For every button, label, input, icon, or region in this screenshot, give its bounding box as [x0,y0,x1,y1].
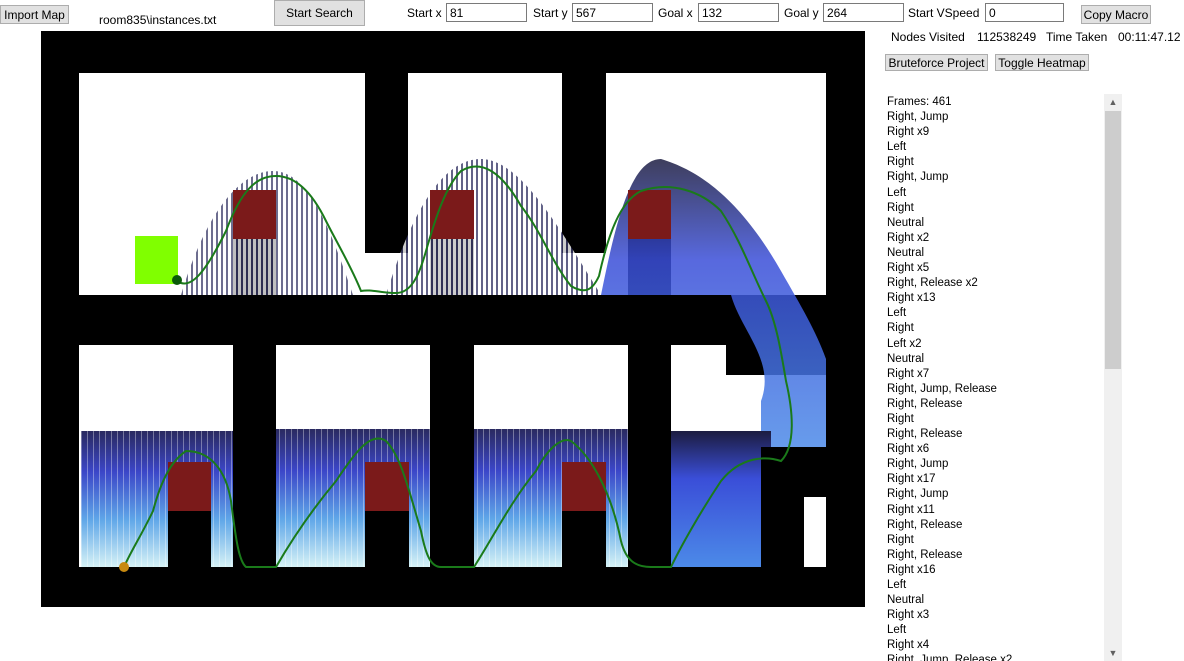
macro-line: Right [887,156,914,169]
macro-line: Right, Jump [887,111,949,124]
scroll-up-icon[interactable]: ▲ [1108,97,1118,107]
macro-line: Right, Jump [887,488,949,501]
copy-macro-button[interactable]: Copy Macro [1081,5,1151,24]
toggle-heatmap-button[interactable]: Toggle Heatmap [995,54,1089,71]
macro-line: Right x5 [887,262,930,275]
macro-line: Right, Release [887,428,963,441]
macro-line: Right x16 [887,563,936,576]
nodes-visited-label: Nodes Visited [891,30,965,44]
start-y-input[interactable] [572,3,653,22]
macro-line: Right, Jump [887,458,949,471]
macro-line: Right x3 [887,609,930,622]
macro-line: Left [887,579,907,591]
macro-line: Right [887,322,914,335]
macro-line: Right x9 [887,126,930,139]
macro-line: Right [887,533,914,546]
start-search-button[interactable]: Start Search [274,0,365,26]
macro-line: Right [887,201,914,214]
import-map-button[interactable]: Import Map [0,5,69,24]
time-taken-label: Time Taken [1046,30,1108,44]
macro-line: Neutral [887,216,925,229]
bruteforce-project-button[interactable]: Bruteforce Project [885,54,988,71]
macro-line: Left [887,624,907,637]
map-svg [79,73,826,572]
time-taken-value: 00:11:47.12 [1118,30,1181,44]
macro-line: Right, Jump, Release [887,382,997,395]
macro-line: Neutral [887,246,925,259]
start-vspeed-label: Start VSpeed [908,6,980,20]
macro-line: Right [887,412,914,425]
lower-walls [168,345,826,567]
start-x-label: Start x [407,6,442,20]
macro-line: Left [887,186,907,199]
scroll-thumb[interactable] [1105,111,1121,369]
macro-list[interactable]: Frames: 461 Right, Jump Right x9 Left Right R… [887,95,1103,661]
macro-line: Frames: 461 [887,96,952,108]
macro-line: Left x2 [887,337,922,350]
macro-line: Right x13 [887,292,936,305]
start-y-label: Start y [533,6,568,20]
spike-blocks [168,190,671,511]
goal-block [135,236,178,284]
goal-x-input[interactable] [698,3,779,22]
macro-line: Left [887,141,907,154]
macro-line: Right x4 [887,639,930,652]
start-marker [119,562,129,572]
macro-line: Right, Jump, Release x2 [887,654,1013,661]
scroll-down-icon[interactable]: ▼ [1108,648,1118,658]
macro-line: Left [887,307,907,320]
start-vspeed-input[interactable] [985,3,1064,22]
macro-line: Right, Jump [887,171,949,184]
goal-marker [172,275,182,285]
nodes-visited-value: 112538249 [977,30,1037,44]
macro-line: Neutral [887,594,925,607]
map-canvas[interactable] [41,31,865,607]
macro-line: Right x7 [887,367,930,380]
goal-y-input[interactable] [823,3,904,22]
macro-line: Right x11 [887,503,935,516]
file-path-label: room835\instances.txt [99,13,217,27]
macro-line: Right, Release x2 [887,277,978,290]
macro-line: Neutral [887,352,925,365]
macro-line: Right x6 [887,443,930,456]
macro-line: Right, Release [887,548,963,561]
goal-x-label: Goal x [658,6,693,20]
goal-y-label: Goal y [784,6,819,20]
macro-line: Right, Release [887,397,963,410]
macro-scrollbar[interactable]: ▲ ▼ [1104,94,1122,661]
macro-line: Right x17 [887,473,936,486]
solution-path [123,165,793,568]
macro-line: Right x2 [887,231,930,244]
macro-line: Right, Release [887,518,963,531]
start-x-input[interactable] [446,3,527,22]
